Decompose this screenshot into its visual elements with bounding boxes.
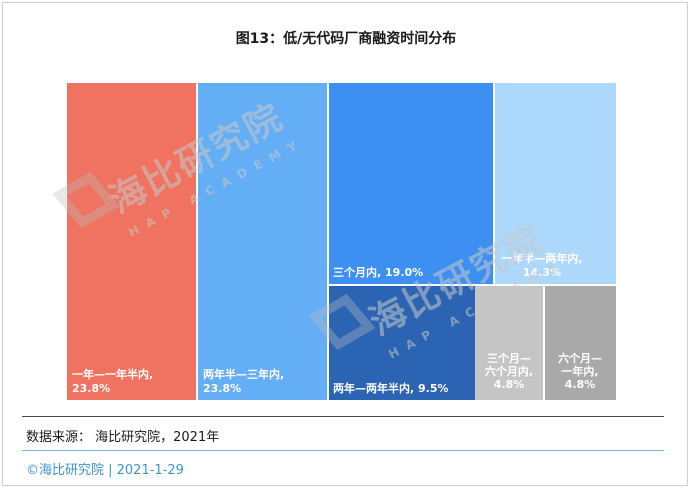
treemap-tile xyxy=(329,286,493,400)
tile-label: 4.8% xyxy=(494,378,525,391)
tile-label: 一年—一年半内, xyxy=(72,367,153,381)
treemap-tile xyxy=(67,83,196,400)
treemap-tile xyxy=(495,83,616,284)
divider-line xyxy=(22,450,664,451)
tile-label: 三个月— xyxy=(487,351,531,365)
tile-label: 六个月内, xyxy=(485,364,533,378)
tile-label: 23.8% xyxy=(203,382,241,395)
treemap-tile xyxy=(198,83,327,400)
source-note: 数据来源： 海比研究院，2021年 xyxy=(26,430,220,445)
tile-label: 三个月内, 19.0% xyxy=(333,265,423,279)
tile-label: 两年半—三年内, xyxy=(203,367,284,381)
tile-label: 一年内, xyxy=(561,364,598,378)
tile-label: 23.8% xyxy=(72,382,110,395)
chart-title: 图13：低/无代码厂商融资时间分布 xyxy=(235,31,457,47)
tile-label: 六个月— xyxy=(558,351,602,365)
treemap-tile xyxy=(545,286,616,400)
tile-label: 4.8% xyxy=(565,378,596,391)
divider-line xyxy=(22,416,664,417)
footer-text: ©海比研究院 | 2021-1-29 xyxy=(26,463,184,478)
chart-frame xyxy=(2,2,688,486)
tile-label: 两年—两年半内, 9.5% xyxy=(333,381,449,395)
treemap-tile xyxy=(329,83,493,284)
tile-label: 一年半—两年内, xyxy=(501,251,582,265)
tile-label: 14.3% xyxy=(523,266,561,279)
treemap-tile xyxy=(475,286,543,400)
